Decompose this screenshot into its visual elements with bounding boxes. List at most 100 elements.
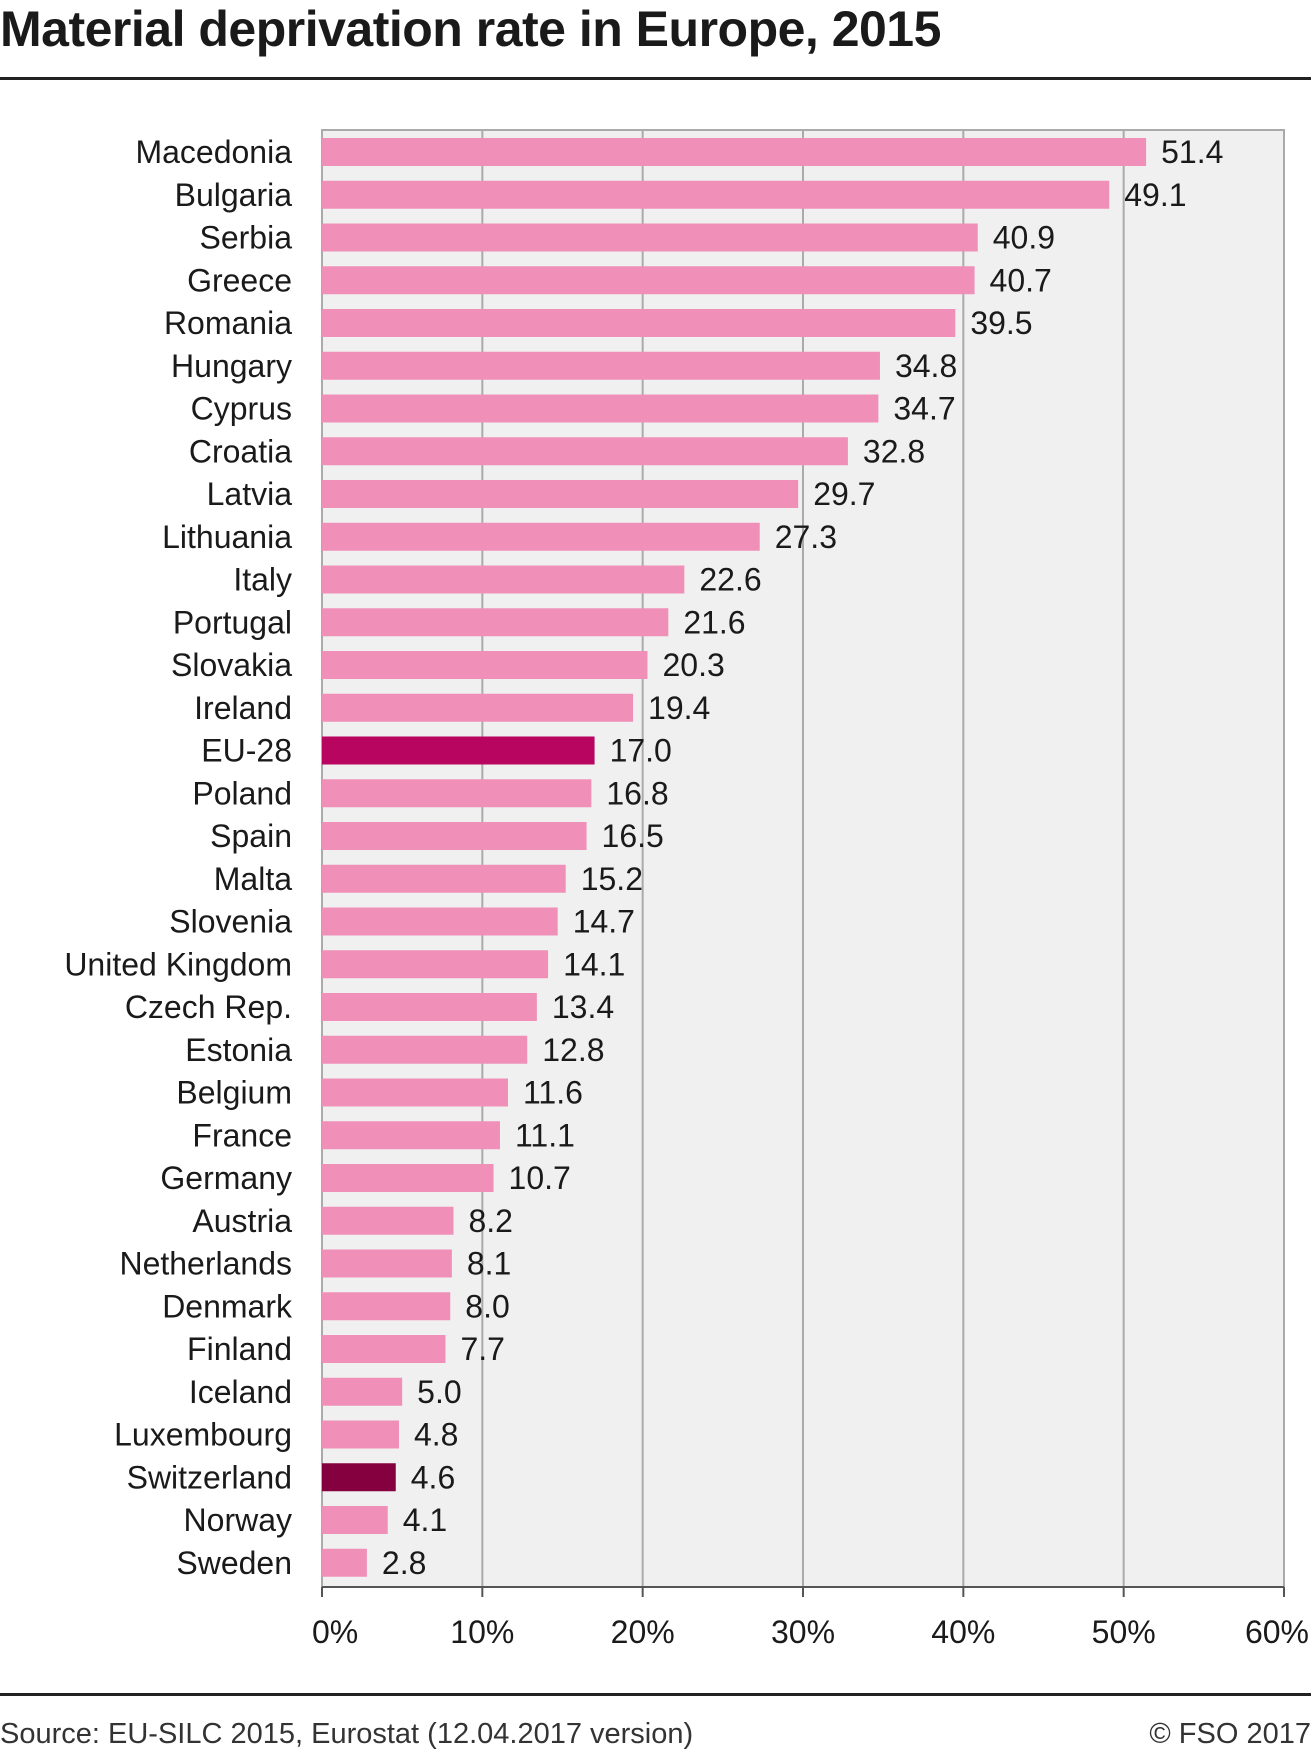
category-label: Greece [187,262,292,298]
category-label: Denmark [162,1288,293,1324]
category-label: Sweden [176,1545,292,1581]
value-label: 21.6 [683,604,745,640]
value-label: 8.2 [468,1203,512,1239]
category-label: Bulgaria [175,177,293,213]
category-label: Iceland [189,1374,292,1410]
category-label: Italy [233,562,292,598]
category-label: Croatia [189,433,292,469]
value-label: 4.6 [411,1459,455,1495]
x-tick-label: 60% [1245,1614,1309,1650]
x-tick-label: 20% [611,1614,675,1650]
bar [322,1078,508,1107]
value-label: 8.0 [465,1288,509,1324]
category-label: Lithuania [162,519,292,555]
category-label: Portugal [173,604,292,640]
bar [322,1164,494,1192]
bar [322,180,1110,209]
value-label: 19.4 [648,690,710,726]
value-label: 17.0 [610,733,672,769]
value-label: 11.6 [523,1075,583,1111]
value-label: 7.7 [460,1331,504,1367]
category-label: Hungary [171,348,292,384]
x-tick-label: 50% [1092,1614,1156,1650]
value-label: 4.1 [403,1502,447,1538]
value-label: 10.7 [509,1160,571,1196]
bar [322,736,595,765]
value-label: 14.1 [563,946,625,982]
value-label: 49.1 [1124,177,1186,213]
bar [322,1206,454,1235]
category-label: Slovenia [169,904,292,940]
bar [322,1377,403,1406]
category-label: Spain [210,818,292,854]
value-label: 13.4 [552,989,614,1025]
bar [322,309,956,337]
value-label: 32.8 [863,433,925,469]
bar [322,950,549,979]
source-note: Source: EU-SILC 2015, Eurostat (12.04.20… [0,1718,694,1750]
bar [322,779,592,808]
value-label: 11.1 [515,1117,575,1153]
top-rule [0,77,1311,80]
bar [322,565,685,594]
bar [322,1035,528,1064]
value-label: 51.4 [1161,134,1223,170]
category-label: Poland [192,775,292,811]
category-label: Netherlands [119,1246,292,1282]
category-label: Estonia [185,1032,292,1068]
bar [322,1548,367,1577]
bottom-rule [0,1693,1311,1696]
category-label: Malta [214,861,292,897]
bar [322,1292,451,1321]
category-label: Serbia [200,220,293,256]
x-tick-label: 0% [312,1614,358,1650]
bar [322,480,799,508]
chart-title: Material deprivation rate in Europe, 201… [0,1,941,57]
value-label: 12.8 [542,1032,604,1068]
category-label: Czech Rep. [125,989,292,1025]
category-label: Romania [164,305,292,341]
bar [322,266,975,295]
copyright-note: © FSO 2017 [1149,1718,1311,1750]
category-label: Macedonia [135,134,292,170]
category-label: Germany [160,1160,292,1196]
category-label: Finland [187,1331,292,1367]
bar [322,822,587,850]
value-label: 34.7 [893,391,955,427]
value-label: 34.8 [895,348,957,384]
bar [322,693,634,722]
value-label: 29.7 [813,476,875,512]
category-label: Switzerland [127,1459,292,1495]
category-label: Slovakia [171,647,292,683]
category-label: Luxembourg [114,1417,292,1453]
value-label: 8.1 [467,1246,511,1282]
bar [322,907,558,936]
value-label: 27.3 [775,519,837,555]
bar [322,351,880,380]
bar [322,223,978,252]
category-label: Belgium [176,1075,292,1111]
value-label: 16.8 [606,775,668,811]
category-label: France [192,1117,292,1153]
value-label: 40.7 [990,262,1052,298]
bar [322,1335,446,1363]
value-label: 40.9 [993,220,1055,256]
value-label: 14.7 [573,904,635,940]
value-label: 5.0 [417,1374,461,1410]
bar [322,608,669,637]
category-label: United Kingdom [64,946,292,982]
value-label: 20.3 [662,647,724,683]
bar [322,437,848,466]
bar [322,1463,396,1492]
value-label: 39.5 [970,305,1032,341]
bar [322,522,760,551]
x-tick-label: 30% [771,1614,835,1650]
bar [322,1121,500,1150]
bar [322,1249,452,1278]
category-label: Norway [184,1502,292,1538]
category-label: Cyprus [191,391,292,427]
bar [322,651,648,679]
bar [322,1420,399,1449]
value-label: 4.8 [414,1417,458,1453]
value-label: 2.8 [382,1545,426,1581]
